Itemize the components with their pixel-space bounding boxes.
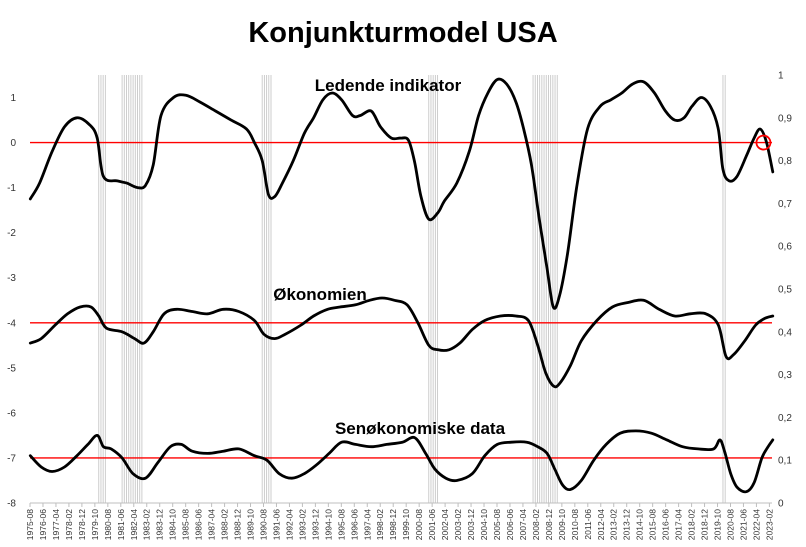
x-tick-label-28: 1998-12 bbox=[388, 509, 398, 540]
x-tick-label-41: 2009-10 bbox=[557, 509, 567, 540]
chart-title: Konjunkturmodel USA bbox=[248, 17, 557, 49]
y-right-tick-6: 0,4 bbox=[778, 327, 792, 338]
y-left-tick-0: 1 bbox=[10, 93, 16, 104]
x-tick-label-6: 1980-08 bbox=[103, 509, 113, 540]
y-right-tick-2: 0,8 bbox=[778, 156, 792, 167]
x-tick-label-0: 1975-08 bbox=[25, 509, 35, 540]
x-tick-label-21: 1993-02 bbox=[297, 509, 307, 540]
y-left-tick-9: -8 bbox=[7, 499, 16, 510]
x-tick-label-3: 1978-02 bbox=[64, 509, 74, 540]
x-tick-label-24: 1995-08 bbox=[336, 509, 346, 540]
x-tick-label-33: 2003-02 bbox=[453, 509, 463, 540]
x-tick-label-13: 1986-06 bbox=[194, 509, 204, 540]
x-tick-label-30: 2000-08 bbox=[414, 509, 424, 540]
y-left-tick-2: -1 bbox=[7, 183, 16, 194]
series-group bbox=[28, 77, 775, 494]
x-tick-label-20: 1992-04 bbox=[284, 509, 294, 540]
x-tick-label-55: 2021-06 bbox=[738, 509, 748, 540]
x-tick-label-1: 1976-06 bbox=[38, 509, 48, 540]
x-tick-label-43: 2011-06 bbox=[583, 509, 593, 540]
x-tick-label-57: 2023-02 bbox=[764, 509, 774, 540]
x-tick-label-29: 1999-10 bbox=[401, 509, 411, 540]
x-tick-label-11: 1984-10 bbox=[168, 509, 178, 540]
x-tick-label-31: 2001-06 bbox=[427, 509, 437, 540]
x-tick-label-46: 2013-12 bbox=[622, 509, 632, 540]
x-tick-label-18: 1990-08 bbox=[258, 509, 268, 540]
x-tick-label-17: 1989-10 bbox=[246, 509, 256, 540]
y-left-tick-7: -6 bbox=[7, 408, 16, 419]
y-right-tick-7: 0,3 bbox=[778, 370, 792, 381]
y-right-tick-9: 0,1 bbox=[778, 456, 792, 467]
y-right-tick-5: 0,5 bbox=[778, 285, 792, 296]
x-tick-label-54: 2020-08 bbox=[725, 509, 735, 540]
x-tick-label-4: 1978-12 bbox=[77, 509, 87, 540]
x-tick-label-48: 2015-08 bbox=[648, 509, 658, 540]
x-tick-label-22: 1993-12 bbox=[310, 509, 320, 540]
x-tick-label-38: 2007-04 bbox=[518, 509, 528, 540]
series-label-senokonomiske-data: Senøkonomiske data bbox=[335, 419, 506, 438]
x-tick-label-7: 1981-06 bbox=[116, 509, 126, 540]
x-tick-label-50: 2017-04 bbox=[674, 509, 684, 540]
x-tick-label-52: 2018-12 bbox=[700, 509, 710, 540]
series-line-okonomien bbox=[28, 296, 775, 389]
y-right-tick-0: 1 bbox=[778, 71, 784, 82]
series-line-ledende-indikator bbox=[28, 77, 775, 310]
y-right-tick-3: 0,7 bbox=[778, 199, 792, 210]
x-tick-label-36: 2005-08 bbox=[492, 509, 502, 540]
marker-circle bbox=[755, 134, 772, 151]
y-left-tick-5: -4 bbox=[7, 318, 16, 329]
label-group: Ledende indikator Økonomien Senøkonomiske … bbox=[273, 76, 772, 438]
x-tick-label-16: 1988-12 bbox=[233, 509, 243, 540]
x-tick-label-15: 1988-02 bbox=[220, 509, 230, 540]
x-tick-label-32: 2002-04 bbox=[440, 509, 450, 540]
x-tick-label-27: 1998-02 bbox=[375, 509, 385, 540]
x-tick-label-56: 2022-04 bbox=[751, 509, 761, 540]
x-tick-label-51: 2018-02 bbox=[687, 509, 697, 540]
series-label-ledende-indikator: Ledende indikator bbox=[315, 76, 462, 95]
recession-bands bbox=[98, 75, 726, 503]
x-tick-label-40: 2008-12 bbox=[544, 509, 554, 540]
x-tick-label-19: 1991-06 bbox=[271, 509, 281, 540]
x-tick-label-39: 2008-02 bbox=[531, 509, 541, 540]
x-tick-label-53: 2019-10 bbox=[713, 509, 723, 540]
x-tick-label-49: 2016-06 bbox=[661, 509, 671, 540]
x-tick-label-23: 1994-10 bbox=[323, 509, 333, 540]
x-tick-label-42: 2010-08 bbox=[570, 509, 580, 540]
series-label-okonomien: Økonomien bbox=[273, 285, 367, 304]
y-left-tick-6: -5 bbox=[7, 363, 16, 374]
x-tick-label-2: 1977-04 bbox=[51, 509, 61, 540]
x-tick-label-44: 2012-04 bbox=[596, 509, 606, 540]
y-left-tick-3: -2 bbox=[7, 228, 16, 239]
x-tick-label-12: 1985-08 bbox=[181, 509, 191, 540]
x-tick-label-34: 2003-12 bbox=[466, 509, 476, 540]
reference-lines bbox=[30, 141, 772, 459]
series-line-senokonomiske-data bbox=[28, 429, 775, 494]
y-left-tick-8: -7 bbox=[7, 453, 16, 464]
axes: 1 0 -1 -2 -3 -4 -5 -6 -7 -8 1 0,9 0,8 0,7 0,6 0,5 0,4 0,3… bbox=[7, 71, 792, 541]
x-tick-label-8: 1982-04 bbox=[129, 509, 139, 540]
y-right-tick-4: 0,6 bbox=[778, 242, 792, 253]
x-tick-label-45: 2013-02 bbox=[609, 509, 619, 540]
y-left-tick-4: -3 bbox=[7, 273, 16, 284]
x-tick-label-10: 1983-12 bbox=[155, 509, 165, 540]
x-tick-label-47: 2014-10 bbox=[635, 509, 645, 540]
x-tick-label-14: 1987-04 bbox=[207, 509, 217, 540]
x-tick-label-25: 1996-06 bbox=[349, 509, 359, 540]
x-tick-label-26: 1997-04 bbox=[362, 509, 372, 540]
x-tick-label-35: 2004-10 bbox=[479, 509, 489, 540]
x-tick-label-5: 1979-10 bbox=[90, 509, 100, 540]
y-left-tick-1: 0 bbox=[10, 138, 16, 149]
y-right-tick-8: 0,2 bbox=[778, 413, 792, 424]
y-right-tick-10: 0 bbox=[778, 499, 784, 510]
x-tick-label-37: 2006-06 bbox=[505, 509, 515, 540]
y-right-tick-1: 0,9 bbox=[778, 113, 792, 124]
x-tick-label-9: 1983-02 bbox=[142, 509, 152, 540]
